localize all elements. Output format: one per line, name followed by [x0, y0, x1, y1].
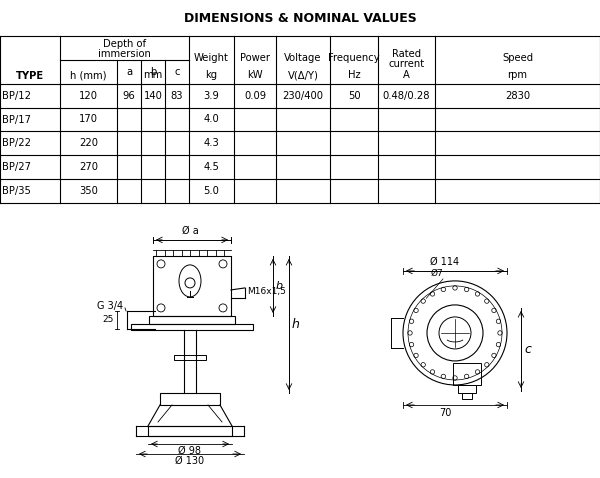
- Text: 350: 350: [79, 186, 98, 196]
- Text: 120: 120: [79, 91, 98, 100]
- Text: 4.0: 4.0: [203, 115, 220, 124]
- Text: A: A: [403, 70, 410, 80]
- Text: Ø 130: Ø 130: [175, 456, 205, 466]
- Text: Ø 98: Ø 98: [179, 446, 202, 456]
- Text: 83: 83: [171, 91, 183, 100]
- Text: TYPE: TYPE: [16, 71, 44, 81]
- Text: Depth of: Depth of: [103, 40, 146, 49]
- Text: Weight: Weight: [194, 53, 229, 63]
- Text: 50: 50: [347, 91, 361, 100]
- Text: V(Δ/Y): V(Δ/Y): [287, 70, 319, 80]
- Text: M16x1,5: M16x1,5: [247, 287, 286, 296]
- Text: G 3/4: G 3/4: [97, 301, 123, 311]
- Text: kg: kg: [205, 70, 218, 80]
- Text: BP/17: BP/17: [2, 115, 31, 124]
- Text: 2830: 2830: [505, 91, 530, 100]
- Text: 140: 140: [143, 91, 163, 100]
- Text: 4.5: 4.5: [203, 163, 220, 172]
- Text: 170: 170: [79, 115, 98, 124]
- Text: b: b: [150, 67, 156, 76]
- Text: Hz: Hz: [347, 70, 361, 80]
- Bar: [453, 363, 481, 385]
- Text: 5.0: 5.0: [203, 186, 220, 196]
- Text: current: current: [388, 59, 425, 68]
- Text: DIMENSIONS & NOMINAL VALUES: DIMENSIONS & NOMINAL VALUES: [184, 12, 416, 25]
- Text: c: c: [174, 67, 180, 76]
- Bar: [153, 256, 231, 316]
- Text: h: h: [292, 318, 300, 331]
- Text: 220: 220: [79, 139, 98, 148]
- Text: rpm: rpm: [508, 70, 527, 80]
- Text: Ø7: Ø7: [431, 269, 443, 278]
- Text: a: a: [126, 67, 132, 76]
- Bar: [160, 393, 220, 405]
- Text: Frequency: Frequency: [328, 53, 380, 63]
- Bar: [458, 385, 476, 393]
- Text: 0.09: 0.09: [244, 91, 266, 100]
- Text: Rated: Rated: [392, 49, 421, 59]
- Text: BP/22: BP/22: [2, 139, 31, 148]
- Bar: [462, 393, 472, 399]
- Text: 70: 70: [439, 408, 451, 418]
- Text: immersion: immersion: [98, 49, 151, 58]
- Text: 25: 25: [103, 315, 114, 325]
- Text: b: b: [276, 281, 283, 291]
- Text: 96: 96: [122, 91, 136, 100]
- Text: kW: kW: [247, 70, 263, 80]
- Text: 4.3: 4.3: [203, 139, 220, 148]
- Text: Speed: Speed: [502, 53, 533, 63]
- Text: 230/400: 230/400: [283, 91, 323, 100]
- Text: Ø a: Ø a: [182, 226, 199, 236]
- Text: mm: mm: [143, 70, 163, 80]
- Text: BP/35: BP/35: [2, 186, 31, 196]
- Bar: [174, 355, 206, 360]
- Text: 0.48/0.28: 0.48/0.28: [383, 91, 430, 100]
- Text: h (mm): h (mm): [70, 70, 107, 80]
- Text: Voltage: Voltage: [284, 53, 322, 63]
- Text: BP/27: BP/27: [2, 163, 31, 172]
- Bar: [149, 316, 235, 324]
- Bar: [148, 426, 232, 436]
- Text: Power: Power: [240, 53, 270, 63]
- Text: c: c: [524, 343, 531, 356]
- Bar: [131, 324, 253, 330]
- Text: 270: 270: [79, 163, 98, 172]
- Text: 3.9: 3.9: [203, 91, 220, 100]
- Text: Ø 114: Ø 114: [430, 257, 460, 267]
- Text: BP/12: BP/12: [2, 91, 31, 100]
